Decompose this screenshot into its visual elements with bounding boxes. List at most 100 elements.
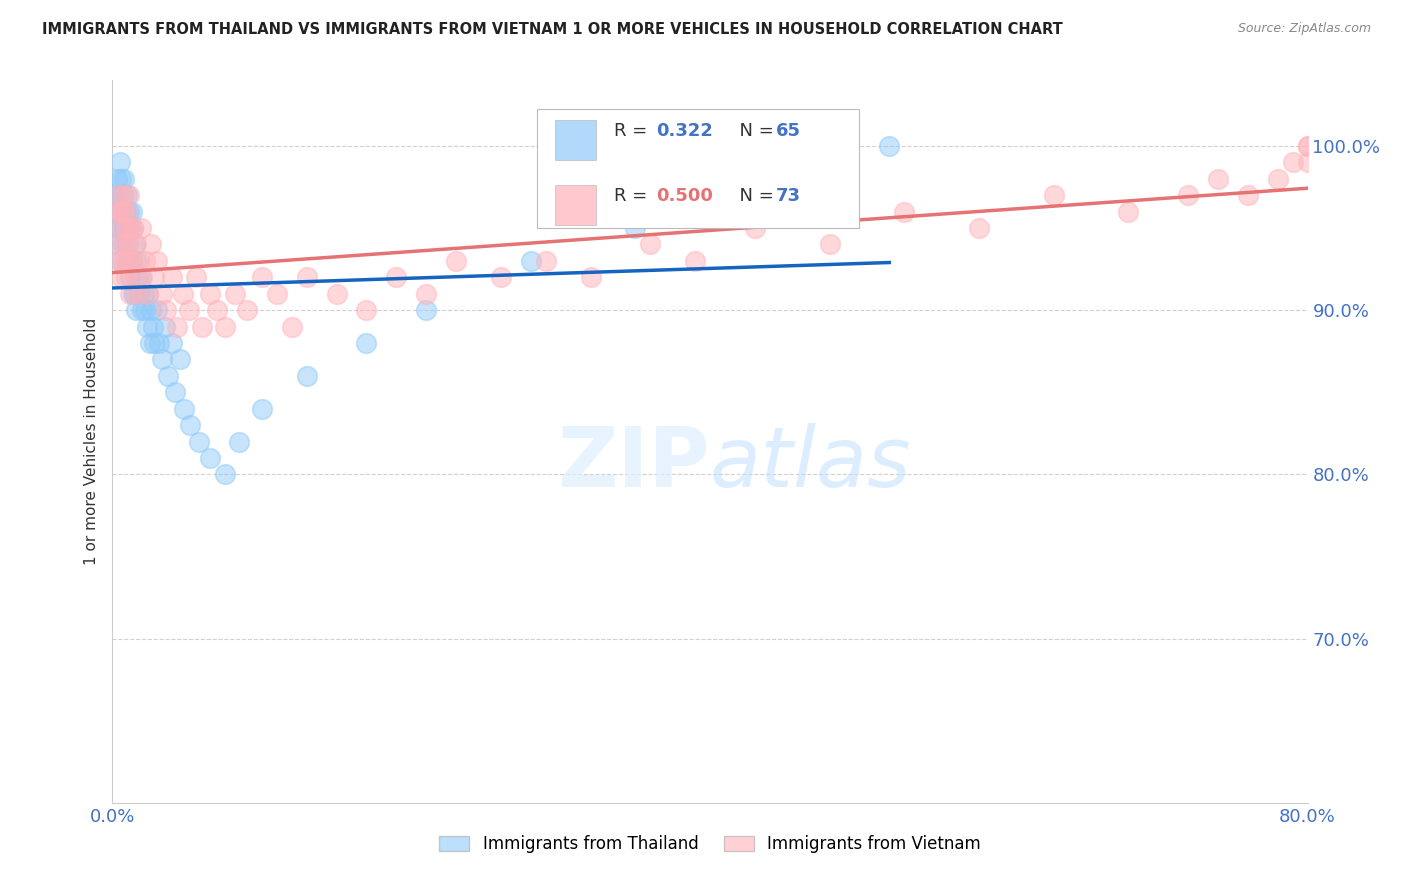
Point: [356, 336, 378, 351]
Point: [129, 270, 152, 285]
Point: [122, 221, 145, 235]
Text: R =: R =: [614, 187, 654, 205]
Point: [128, 253, 150, 268]
Point: [153, 319, 176, 334]
Point: [214, 467, 236, 482]
Point: [120, 221, 142, 235]
Point: [104, 204, 127, 219]
Point: [131, 270, 153, 285]
Point: [415, 303, 437, 318]
Text: 65: 65: [776, 122, 801, 140]
Point: [188, 434, 211, 449]
Bar: [554, 185, 596, 225]
Text: 73: 73: [776, 187, 801, 205]
Point: [191, 319, 214, 334]
Point: [117, 237, 139, 252]
Point: [128, 286, 150, 301]
Point: [744, 221, 766, 235]
Point: [121, 253, 143, 268]
Point: [120, 221, 142, 235]
Point: [1042, 188, 1064, 202]
Point: [173, 401, 195, 416]
Point: [205, 303, 228, 318]
Point: [105, 221, 128, 235]
Point: [111, 204, 134, 219]
Point: [108, 253, 131, 268]
Point: [125, 303, 148, 318]
Point: [444, 253, 467, 268]
Point: [120, 286, 142, 301]
Point: [108, 155, 131, 169]
Point: [107, 237, 129, 252]
Text: IMMIGRANTS FROM THAILAND VS IMMIGRANTS FROM VIETNAM 1 OR MORE VEHICLES IN HOUSEH: IMMIGRANTS FROM THAILAND VS IMMIGRANTS F…: [42, 22, 1063, 37]
Point: [139, 336, 162, 351]
Point: [103, 188, 125, 202]
Point: [125, 253, 148, 268]
Point: [108, 204, 131, 219]
Text: ZIP: ZIP: [558, 423, 710, 504]
Point: [118, 237, 141, 252]
Point: [108, 253, 131, 268]
Point: [325, 286, 347, 301]
Text: R =: R =: [614, 122, 654, 140]
Point: [967, 221, 990, 235]
Point: [124, 270, 146, 285]
Point: [214, 319, 236, 334]
Point: [165, 385, 187, 400]
Point: [121, 204, 143, 219]
Point: [122, 286, 145, 301]
Point: [132, 286, 155, 301]
Point: [356, 303, 378, 318]
Point: [146, 253, 169, 268]
Point: [266, 286, 288, 301]
Point: [156, 368, 179, 383]
Point: [166, 319, 188, 334]
Point: [134, 253, 156, 268]
Point: [111, 237, 134, 252]
Text: atlas: atlas: [710, 423, 911, 504]
Point: [129, 221, 152, 235]
Point: [115, 221, 138, 235]
Point: [1118, 204, 1140, 219]
Point: [114, 237, 135, 252]
Point: [534, 253, 557, 268]
Point: [1296, 155, 1319, 169]
Y-axis label: 1 or more Vehicles in Household: 1 or more Vehicles in Household: [83, 318, 98, 566]
Text: 0.322: 0.322: [657, 122, 713, 140]
Point: [115, 253, 138, 268]
Point: [117, 253, 139, 268]
Point: [131, 303, 153, 318]
Point: [114, 221, 135, 235]
Point: [1267, 171, 1289, 186]
Point: [879, 139, 901, 153]
Point: [624, 221, 647, 235]
Point: [114, 171, 135, 186]
Point: [110, 270, 132, 285]
Point: [107, 188, 129, 202]
Point: [186, 270, 208, 285]
Point: [295, 368, 318, 383]
Point: [110, 221, 132, 235]
Point: [1237, 188, 1260, 202]
Text: N =: N =: [728, 187, 779, 205]
Point: [198, 286, 221, 301]
Point: [110, 171, 132, 186]
Point: [105, 204, 128, 219]
Text: Source: ZipAtlas.com: Source: ZipAtlas.com: [1237, 22, 1371, 36]
Point: [683, 253, 706, 268]
Point: [148, 336, 170, 351]
Point: [125, 237, 148, 252]
Point: [120, 270, 142, 285]
Legend: Immigrants from Thailand, Immigrants from Vietnam: Immigrants from Thailand, Immigrants fro…: [433, 828, 987, 860]
Point: [114, 188, 135, 202]
Point: [107, 237, 129, 252]
Point: [142, 319, 165, 334]
Point: [124, 286, 146, 301]
Point: [385, 270, 408, 285]
Text: 0.500: 0.500: [657, 187, 713, 205]
Point: [236, 303, 259, 318]
Point: [155, 303, 177, 318]
Point: [127, 286, 149, 301]
Point: [172, 286, 194, 301]
Point: [121, 253, 143, 268]
